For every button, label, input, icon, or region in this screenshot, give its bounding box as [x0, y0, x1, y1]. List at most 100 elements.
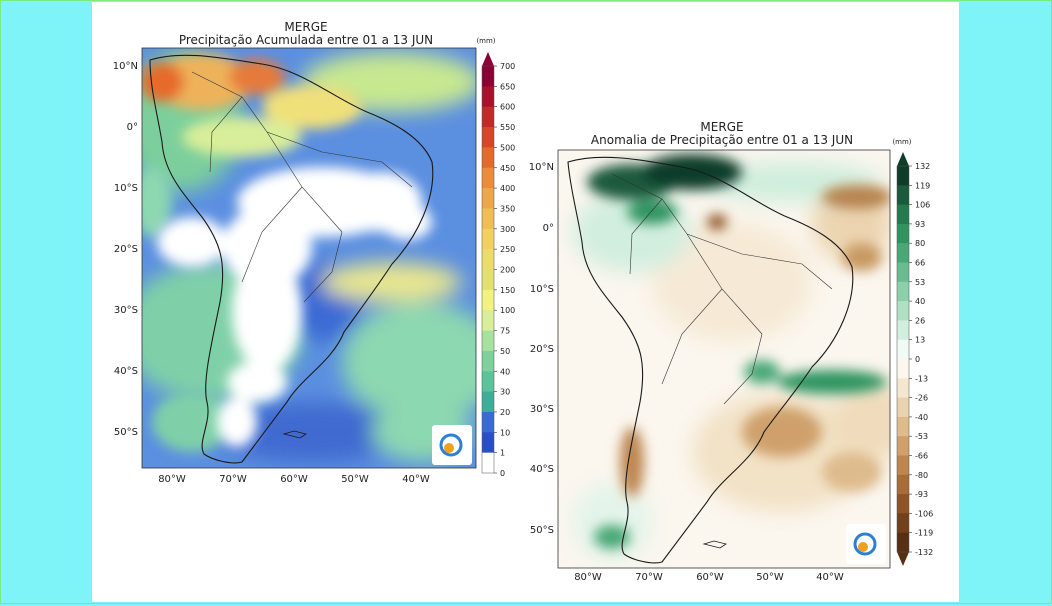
right-colorbar-swatch	[897, 339, 909, 360]
left-colorbar-unit: (mm)	[476, 37, 495, 45]
right-colorbar-tick-label: -40	[915, 413, 928, 422]
left-colorbar-swatch	[482, 432, 494, 454]
left-colorbar-swatch	[482, 350, 494, 372]
right-colorbar-swatch	[897, 378, 909, 399]
right-colorbar-tick-label: -26	[915, 394, 928, 403]
left-colorbar-tick-label: 30	[500, 388, 510, 397]
right-colorbar: 132 119 106 93 80 66 53 40 26 13 0 -13 -26 -40 -53 -66 -…	[896, 152, 933, 566]
left-colorbar-swatch	[482, 269, 494, 291]
figure-svg: MERGE Precipitação Acumulada entre 01 a …	[113, 20, 933, 583]
right-colorbar-tick-label: 0	[915, 355, 920, 364]
left-colorbar-tick-label: 150	[500, 286, 515, 295]
left-lat-label: 10°S	[114, 183, 138, 194]
left-colorbar-tick-label: 450	[500, 164, 515, 173]
left-colorbar-swatch	[482, 66, 494, 87]
left-lon-label: 80°W	[158, 474, 186, 485]
left-lat-label: 50°S	[114, 427, 138, 438]
left-colorbar-tick-label: 40	[500, 367, 510, 376]
left-colorbar-swatch	[482, 188, 494, 209]
left-colorbar-swatch	[482, 310, 494, 332]
right-colorbar-tick-label: 80	[915, 239, 925, 248]
left-colorbar-swatch	[482, 330, 494, 352]
right-lat-labels: 10°N 0° 10°S 20°S 30°S 40°S 50°S	[529, 162, 554, 536]
left-colorbar-tick-label: 250	[500, 245, 515, 254]
right-lat-label: 0°	[543, 223, 554, 234]
figure-panel: MERGE Precipitação Acumulada entre 01 a …	[92, 2, 959, 602]
right-colorbar-swatch	[897, 185, 909, 206]
right-colorbar-arrow-top	[897, 152, 909, 166]
left-colorbar-swatch	[482, 371, 494, 393]
right-colorbar-tick-label: 66	[915, 259, 925, 268]
right-colorbar-swatch	[897, 494, 909, 514]
right-map-field	[558, 150, 890, 568]
left-colorbar-swatch	[482, 86, 494, 108]
right-lat-label: 40°S	[530, 464, 554, 475]
left-colorbar-swatch	[482, 411, 494, 433]
right-colorbar-tick-label: 26	[915, 316, 925, 325]
left-colorbar-swatch	[482, 208, 494, 230]
left-map: MERGE Precipitação Acumulada entre 01 a …	[113, 20, 516, 485]
left-colorbar-swatch	[482, 147, 494, 169]
left-colorbar-tick-label: 350	[500, 204, 515, 213]
right-colorbar-tick-label: -119	[915, 529, 933, 538]
left-lon-labels: 80°W 70°W 60°W 50°W 40°W	[158, 474, 430, 485]
left-lat-label: 10°N	[113, 61, 138, 72]
left-colorbar-tick-label: 650	[500, 82, 515, 91]
right-colorbar-swatch	[897, 532, 909, 553]
left-colorbar-tick-label: 0	[500, 469, 505, 478]
left-map-field	[142, 48, 476, 468]
left-map-subtitle: Precipitação Acumulada entre 01 a 13 JUN	[179, 33, 433, 47]
left-colorbar-swatch	[482, 249, 494, 270]
south-america-outline	[149, 54, 434, 464]
left-colorbar-tick-label: 400	[500, 184, 515, 193]
right-colorbar-swatch	[897, 301, 909, 321]
right-colorbar-swatch	[897, 513, 909, 534]
left-colorbar-tick-label: 600	[500, 103, 515, 112]
left-colorbar-swatch	[482, 289, 494, 311]
right-colorbar-tick-label: -132	[915, 548, 933, 557]
right-lat-label: 30°S	[530, 404, 554, 415]
left-lat-label: 40°S	[114, 366, 138, 377]
right-map-title: MERGE	[700, 120, 743, 134]
right-lat-label: 10°S	[530, 284, 554, 295]
right-colorbar-swatch	[897, 397, 909, 418]
right-colorbar-swatch	[897, 243, 909, 263]
right-colorbar-swatch	[897, 359, 909, 379]
right-lon-label: 40°W	[816, 572, 844, 583]
left-colorbar-swatch	[482, 127, 494, 148]
left-colorbar-tick-label: 100	[500, 306, 515, 315]
right-colorbar-swatch	[897, 262, 909, 283]
left-colorbar-tick-label: 550	[500, 123, 515, 132]
right-lon-labels: 80°W 70°W 60°W 50°W 40°W	[574, 572, 844, 583]
left-colorbar-tick-label: 300	[500, 225, 515, 234]
right-colorbar-tick-label: -13	[915, 374, 928, 383]
left-colorbar-tick-label: 75	[500, 327, 510, 336]
left-map-title: MERGE	[284, 20, 327, 34]
left-colorbar-tick-label: 50	[500, 347, 510, 356]
left-colorbar-swatch	[482, 167, 494, 189]
right-colorbar-tick-label: -66	[915, 452, 928, 461]
left-colorbar-tick-label: 1	[500, 449, 505, 458]
right-lat-label: 10°N	[529, 162, 554, 173]
right-colorbar-swatch	[897, 223, 909, 244]
right-colorbar-swatch	[897, 455, 909, 476]
right-lat-label: 20°S	[530, 344, 554, 355]
right-lon-label: 70°W	[635, 572, 663, 583]
left-colorbar-tick-label: 20	[500, 408, 510, 417]
left-colorbar-swatch	[482, 106, 494, 128]
left-colorbar-tick-label: 200	[500, 266, 515, 275]
left-lon-label: 50°W	[341, 474, 369, 485]
right-colorbar-arrow-bottom	[897, 552, 909, 566]
right-colorbar-swatch	[897, 416, 909, 437]
left-lat-label: 30°S	[114, 305, 138, 316]
left-lat-label: 20°S	[114, 244, 138, 255]
right-lon-label: 50°W	[756, 572, 784, 583]
left-colorbar-swatch	[482, 452, 494, 474]
left-colorbar-tick-label: 10	[500, 428, 510, 437]
left-lon-label: 40°W	[402, 474, 430, 485]
right-lon-label: 60°W	[696, 572, 724, 583]
right-colorbar-swatch	[897, 436, 909, 456]
left-colorbar-tick-label: 700	[500, 62, 515, 71]
right-colorbar-tick-label: 13	[915, 336, 925, 345]
right-colorbar-tick-label: 119	[915, 181, 930, 190]
